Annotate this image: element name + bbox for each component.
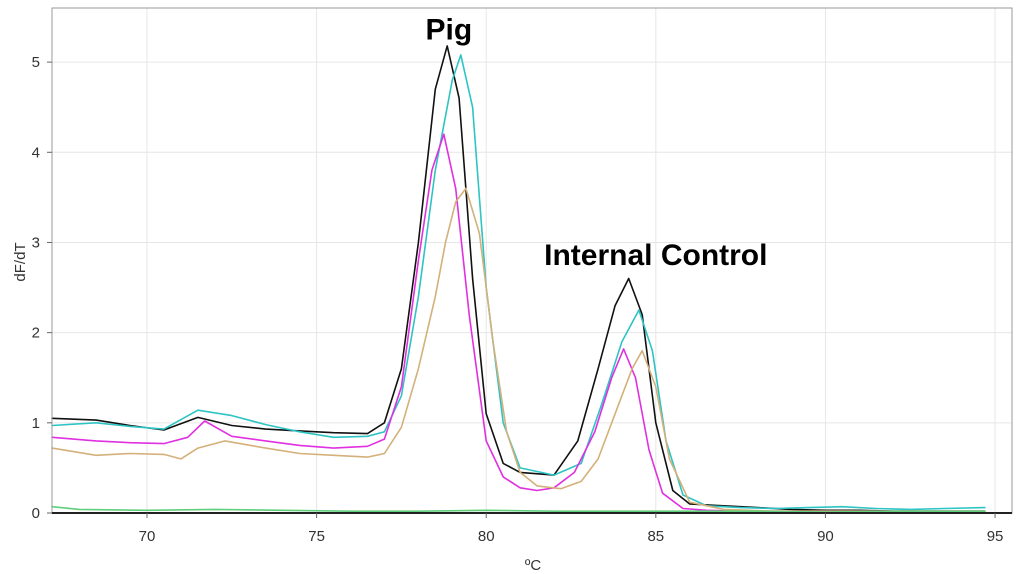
x-tick-label: 80 (478, 528, 495, 545)
x-tick-label: 75 (308, 528, 325, 545)
series-line-3 (51, 133, 986, 513)
y-tick-labels: 0 1 2 3 4 5 (32, 54, 52, 522)
series-layer (51, 45, 986, 514)
x-tick-label: 95 (987, 528, 1004, 545)
annotations: Pig Internal Control (426, 14, 768, 272)
series-line-2 (51, 54, 986, 511)
y-axis-label: dF/dT (12, 242, 29, 281)
gridlines (52, 8, 1012, 514)
y-tick-label: 2 (32, 325, 40, 342)
series-line-1 (51, 45, 986, 513)
x-tick-label: 70 (139, 528, 156, 545)
y-tick-label: 0 (32, 505, 40, 522)
x-tick-labels: 70 75 80 85 90 95 (139, 513, 1004, 545)
annotation-1: Pig (426, 14, 473, 47)
y-tick-label: 5 (32, 54, 40, 71)
y-tick-label: 4 (32, 144, 40, 161)
x-tick-label: 90 (817, 528, 834, 545)
series-line-4 (51, 187, 986, 513)
axes (51, 7, 1013, 514)
annotation-2: Internal Control (544, 239, 767, 272)
x-axis-label: ºC (525, 557, 541, 574)
y-tick-label: 3 (32, 234, 40, 251)
y-tick-label: 1 (32, 415, 40, 432)
x-tick-label: 85 (647, 528, 664, 545)
series-line-5 (51, 505, 986, 513)
plot-frame (51, 7, 1013, 514)
